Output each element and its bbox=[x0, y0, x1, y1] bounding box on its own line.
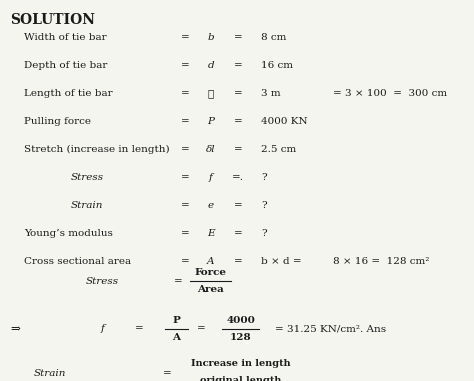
Text: b × d =: b × d = bbox=[261, 257, 302, 266]
Text: Pulling force: Pulling force bbox=[24, 117, 91, 126]
Text: =: = bbox=[234, 229, 243, 238]
Text: =: = bbox=[181, 89, 190, 98]
Text: Strain: Strain bbox=[70, 201, 103, 210]
Text: Stress: Stress bbox=[86, 277, 119, 286]
Text: ?: ? bbox=[261, 201, 267, 210]
Text: =: = bbox=[135, 324, 144, 333]
Text: =: = bbox=[181, 173, 190, 182]
Text: Strain: Strain bbox=[34, 369, 66, 378]
Text: b: b bbox=[207, 33, 214, 42]
Text: ℓ: ℓ bbox=[208, 89, 214, 98]
Text: =.: =. bbox=[232, 173, 244, 182]
Text: Stretch (increase in length): Stretch (increase in length) bbox=[24, 145, 170, 154]
Text: = 3 × 100  =  300 cm: = 3 × 100 = 300 cm bbox=[333, 89, 447, 98]
Text: =: = bbox=[181, 117, 190, 126]
Text: ?: ? bbox=[261, 173, 267, 182]
Text: Young’s modulus: Young’s modulus bbox=[24, 229, 113, 238]
Text: 4000 KN: 4000 KN bbox=[261, 117, 308, 126]
Text: ?: ? bbox=[261, 229, 267, 238]
Text: =: = bbox=[234, 89, 243, 98]
Text: P: P bbox=[172, 315, 180, 325]
Text: =: = bbox=[163, 369, 171, 378]
Text: e: e bbox=[208, 201, 214, 210]
Text: 4000: 4000 bbox=[226, 315, 255, 325]
Text: =: = bbox=[181, 61, 190, 70]
Text: =: = bbox=[181, 201, 190, 210]
Text: 16 cm: 16 cm bbox=[261, 61, 293, 70]
Text: d: d bbox=[207, 61, 214, 70]
Text: δl: δl bbox=[206, 145, 216, 154]
Text: Force: Force bbox=[195, 268, 227, 277]
Text: =: = bbox=[174, 277, 183, 286]
Text: A: A bbox=[207, 257, 214, 266]
Text: 3 m: 3 m bbox=[261, 89, 281, 98]
Text: Depth of tie bar: Depth of tie bar bbox=[24, 61, 108, 70]
Text: 8 × 16 =  128 cm²: 8 × 16 = 128 cm² bbox=[333, 257, 429, 266]
Text: Cross sectional area: Cross sectional area bbox=[24, 257, 131, 266]
Text: E: E bbox=[207, 229, 214, 238]
Text: f: f bbox=[209, 173, 213, 182]
Text: 128: 128 bbox=[230, 333, 251, 342]
Text: = 31.25 KN/cm². Ans: = 31.25 KN/cm². Ans bbox=[275, 324, 386, 333]
Text: original length: original length bbox=[200, 376, 281, 381]
Text: =: = bbox=[234, 61, 243, 70]
Text: =: = bbox=[181, 33, 190, 42]
Text: A: A bbox=[172, 333, 180, 342]
Text: =: = bbox=[181, 257, 190, 266]
Text: =: = bbox=[197, 324, 206, 333]
Text: Stress: Stress bbox=[70, 173, 103, 182]
Text: =: = bbox=[181, 229, 190, 238]
Text: Length of tie bar: Length of tie bar bbox=[24, 89, 113, 98]
Text: 8 cm: 8 cm bbox=[261, 33, 287, 42]
Text: ⇒: ⇒ bbox=[10, 322, 20, 335]
Text: =: = bbox=[234, 201, 243, 210]
Text: Increase in length: Increase in length bbox=[191, 359, 291, 368]
Text: SOLUTION: SOLUTION bbox=[10, 13, 96, 27]
Text: =: = bbox=[234, 33, 243, 42]
Text: 2.5 cm: 2.5 cm bbox=[261, 145, 297, 154]
Text: =: = bbox=[234, 257, 243, 266]
Text: =: = bbox=[234, 117, 243, 126]
Text: =: = bbox=[181, 145, 190, 154]
Text: f: f bbox=[100, 324, 104, 333]
Text: =: = bbox=[234, 145, 243, 154]
Text: Area: Area bbox=[197, 285, 224, 295]
Text: P: P bbox=[207, 117, 214, 126]
Text: Width of tie bar: Width of tie bar bbox=[24, 33, 107, 42]
